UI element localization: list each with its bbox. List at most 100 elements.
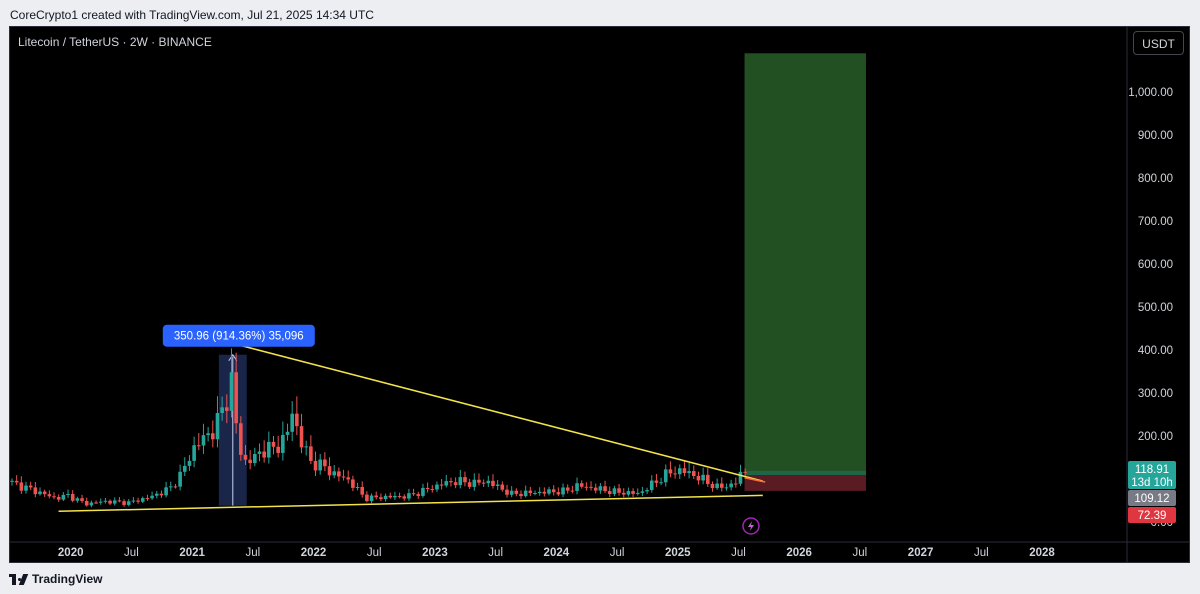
candle-body <box>570 490 575 492</box>
candle-body <box>598 486 603 491</box>
time-tick-label: Jul <box>124 547 139 559</box>
candle-body <box>397 495 402 497</box>
symbol-title: Litecoin / TetherUS · 2W · BINANCE <box>18 35 212 49</box>
candle-body <box>267 441 271 458</box>
candle-body <box>444 481 449 486</box>
candle-body <box>243 454 248 460</box>
entry-price-badge <box>1128 490 1176 506</box>
candle-body <box>617 488 621 493</box>
candle-body <box>323 459 327 467</box>
tradingview-brand[interactable]: TradingView <box>9 572 102 586</box>
candle-body <box>103 500 108 502</box>
lightning-event-icon <box>742 517 760 535</box>
candle-body <box>75 498 80 501</box>
candle-body <box>705 474 710 484</box>
candle-body <box>719 483 724 488</box>
price-tick-label: 500.00 <box>1138 302 1173 314</box>
candle-body <box>365 494 369 502</box>
candle-body <box>663 469 668 483</box>
candle-body <box>589 486 593 488</box>
candle-body <box>388 495 393 498</box>
candle-body <box>154 493 159 496</box>
candle-body <box>393 495 397 498</box>
candle-body <box>640 491 645 493</box>
candle-body <box>701 474 705 481</box>
time-tick-label: Jul <box>853 547 868 559</box>
candle-body <box>150 495 154 499</box>
time-tick-label: Jul <box>610 547 625 559</box>
candle-body <box>682 468 687 474</box>
top-caption-bar: CoreCrypto1 created with TradingView.com… <box>0 0 1200 26</box>
time-tick-label: 2026 <box>786 547 812 559</box>
measure-label: 350.96 (914.36%) 35,096 <box>174 331 304 343</box>
candle-body <box>98 501 103 503</box>
price-tick-label: 900.00 <box>1138 130 1173 142</box>
candle-body <box>192 445 196 461</box>
candle-body <box>631 491 635 494</box>
candle-body <box>677 468 682 475</box>
stop-price-value: 72.39 <box>1138 510 1167 522</box>
candle-body <box>360 486 365 495</box>
candle-body <box>710 483 715 489</box>
candle-body <box>528 490 533 494</box>
currency-button[interactable]: USDT <box>1133 31 1184 55</box>
candle-body <box>729 483 733 488</box>
candle-body <box>215 413 220 440</box>
time-tick-label: 2023 <box>422 547 448 559</box>
candle-body <box>94 502 98 504</box>
price-tick-label: 400.00 <box>1138 345 1173 357</box>
measure-label-box <box>162 324 315 347</box>
time-tick-label: Jul <box>367 547 382 559</box>
chart-frame[interactable]: 350.96 (914.36%) 35,0960.00100.00200.003… <box>9 26 1190 563</box>
candle-body <box>724 487 729 489</box>
candle-body <box>467 482 472 487</box>
candle-body <box>290 413 294 432</box>
candle-body <box>47 494 52 497</box>
candle-body <box>575 483 579 491</box>
candle-body <box>626 491 631 495</box>
time-tick-label: Jul <box>974 547 989 559</box>
candle-body <box>80 498 84 501</box>
candle-body <box>42 491 47 495</box>
candle-body <box>117 500 122 502</box>
candle-body <box>168 486 173 488</box>
candle-body <box>509 490 514 495</box>
candle-body <box>715 483 719 489</box>
candle-body <box>24 485 28 491</box>
candle-body <box>295 413 299 427</box>
candle-body <box>411 493 416 495</box>
candle-body <box>262 451 266 458</box>
candle-body <box>210 433 215 440</box>
candle-body <box>173 486 178 488</box>
candle-body <box>309 446 313 461</box>
candle-body <box>453 482 458 486</box>
chart-canvas[interactable]: 350.96 (914.36%) 35,0960.00100.00200.003… <box>10 27 1190 563</box>
candle-body <box>425 487 430 490</box>
candle-body <box>84 500 89 506</box>
last-price-badge <box>1128 461 1176 489</box>
candle-body <box>281 434 285 453</box>
candle-body <box>505 489 509 495</box>
bottom-bar: TradingView <box>0 563 1200 594</box>
candle-body <box>691 471 696 477</box>
candle-body <box>318 459 323 471</box>
resistance-trendline <box>238 344 763 482</box>
candle-body <box>696 476 701 481</box>
candle-body <box>649 480 654 491</box>
stop-loss-zone <box>744 475 866 491</box>
candle-body <box>472 479 477 487</box>
candle-body <box>351 479 355 488</box>
candle-body <box>491 480 495 486</box>
candle-body <box>136 500 140 502</box>
candle-body <box>547 489 551 494</box>
entry-price-value: 109.12 <box>1134 493 1169 505</box>
profit-target-zone <box>744 53 866 476</box>
candle-body <box>285 431 290 435</box>
candle-body <box>341 476 346 478</box>
candle-body <box>416 494 421 496</box>
candle-body <box>430 489 435 491</box>
candle-body <box>486 480 491 484</box>
candle-body <box>304 446 308 448</box>
candle-body <box>276 446 280 453</box>
candle-body <box>407 493 411 499</box>
